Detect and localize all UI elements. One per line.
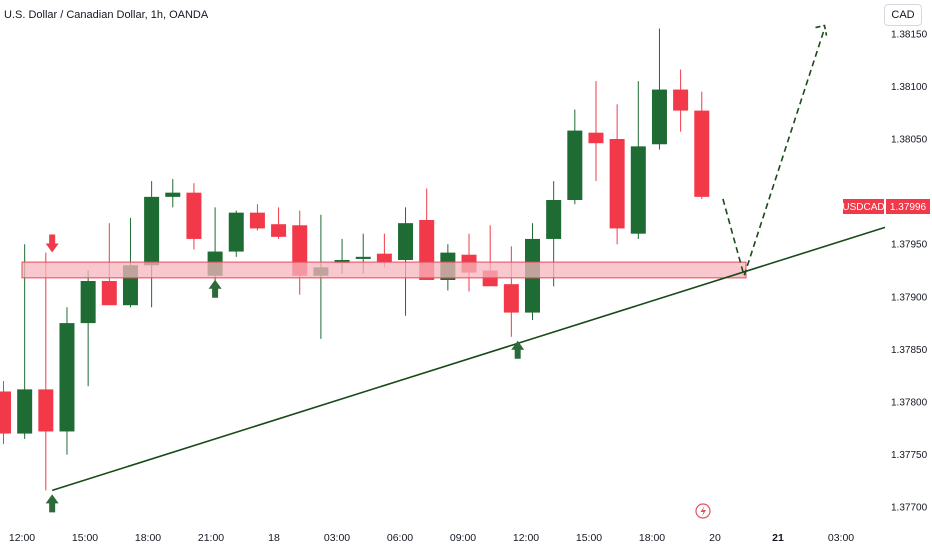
x-tick-label: 15:00 xyxy=(72,532,98,544)
candles-layer xyxy=(0,28,710,491)
up-arrow-icon xyxy=(208,279,222,298)
lightning-icon xyxy=(700,506,706,517)
up-arrow-icon xyxy=(511,340,525,359)
candle xyxy=(673,69,689,132)
projection-arrowhead xyxy=(815,24,828,36)
price-tag: USDCAD 1.37996 xyxy=(842,199,930,214)
chart-title: U.S. Dollar / Canadian Dollar, 1h, OANDA xyxy=(4,9,209,21)
candle-body xyxy=(17,389,33,434)
candle-body xyxy=(588,132,604,144)
x-tick-label: 18 xyxy=(268,532,280,544)
currency-button[interactable]: CAD xyxy=(884,4,922,26)
y-tick-label: 1.37750 xyxy=(891,450,928,461)
candle xyxy=(144,181,160,308)
candle xyxy=(609,104,625,245)
y-tick-label: 1.37800 xyxy=(891,398,928,409)
x-tick-label: 12:00 xyxy=(513,532,539,544)
candle-body xyxy=(376,253,392,263)
candle-body xyxy=(59,323,75,432)
candle xyxy=(186,183,202,250)
candle-body xyxy=(651,89,667,145)
candle-body xyxy=(546,200,562,239)
candle-body xyxy=(271,224,287,237)
candle-body xyxy=(228,212,244,252)
event-icon[interactable] xyxy=(695,503,711,519)
candle xyxy=(271,207,287,239)
candle-body xyxy=(355,256,371,259)
x-tick-label: 21:00 xyxy=(198,532,224,544)
projection-path xyxy=(722,28,826,279)
candle xyxy=(630,81,646,239)
price-tag-value: 1.37996 xyxy=(890,202,927,213)
support-zone xyxy=(21,261,747,279)
candle xyxy=(249,204,265,231)
candle xyxy=(588,81,604,182)
candle-body xyxy=(38,389,54,432)
candle-body xyxy=(165,192,181,197)
x-tick-label: 12:00 xyxy=(9,532,35,544)
candle xyxy=(567,109,583,205)
candle xyxy=(228,210,244,257)
time-axis: 12:00 15:00 18:00 21:00 18 03:00 06:00 09:00 12:… xyxy=(9,532,854,544)
y-tick-label: 1.38150 xyxy=(891,29,928,40)
down-arrow-icon xyxy=(45,234,59,253)
candle-body xyxy=(101,281,117,306)
candle xyxy=(398,207,414,316)
candle-body xyxy=(398,223,414,260)
candle xyxy=(292,210,308,295)
candle-body xyxy=(694,110,710,197)
candle-body xyxy=(567,130,583,201)
y-tick-label: 1.37950 xyxy=(891,240,928,251)
candle-body xyxy=(80,281,96,324)
x-tick-label: 06:00 xyxy=(387,532,413,544)
candle xyxy=(80,270,96,387)
candle-body xyxy=(503,284,519,313)
price-axis: 1.38150 1.38100 1.38050 1.37950 1.37900 1.378… xyxy=(891,29,928,513)
candle-body xyxy=(630,146,646,234)
x-tick-label: 18:00 xyxy=(135,532,161,544)
candle-body xyxy=(0,391,11,434)
up-arrow-icon xyxy=(45,494,59,513)
annotations-layer xyxy=(21,24,886,513)
candle xyxy=(59,307,75,455)
candle-body xyxy=(673,89,689,111)
candle-body xyxy=(334,259,350,264)
y-tick-label: 1.37850 xyxy=(891,345,928,356)
y-tick-label: 1.38050 xyxy=(891,135,928,146)
candle-body xyxy=(609,139,625,229)
candle xyxy=(165,178,181,208)
price-tag-symbol: USDCAD xyxy=(842,202,884,213)
x-tick-label: 03:00 xyxy=(324,532,350,544)
candle xyxy=(694,91,710,199)
candle-body xyxy=(186,192,202,239)
candle xyxy=(38,252,54,491)
x-tick-label: 21 xyxy=(772,532,784,544)
x-tick-label: 15:00 xyxy=(576,532,602,544)
y-tick-label: 1.37700 xyxy=(891,503,928,514)
x-tick-label: 09:00 xyxy=(450,532,476,544)
x-tick-label: 03:00 xyxy=(828,532,854,544)
x-tick-label: 18:00 xyxy=(639,532,665,544)
x-tick-label: 20 xyxy=(709,532,721,544)
candle-body xyxy=(249,212,265,229)
candle xyxy=(651,28,667,150)
candle xyxy=(0,380,11,445)
y-tick-label: 1.38100 xyxy=(891,82,928,93)
candle xyxy=(503,246,519,337)
candle-body xyxy=(144,196,160,266)
y-tick-label: 1.37900 xyxy=(891,292,928,303)
